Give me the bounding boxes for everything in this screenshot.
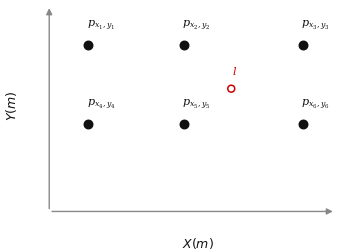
Point — [85, 43, 91, 47]
Text: $p_{x_2,y_2}$: $p_{x_2,y_2}$ — [182, 18, 211, 33]
Text: $p_{x_3,y_3}$: $p_{x_3,y_3}$ — [301, 18, 330, 33]
Point — [181, 122, 186, 126]
Text: $X(m)$: $X(m)$ — [182, 236, 214, 250]
Text: $l$: $l$ — [232, 65, 237, 77]
Text: $p_{x_6,y_6}$: $p_{x_6,y_6}$ — [301, 97, 330, 112]
Text: $p_{x_1,y_1}$: $p_{x_1,y_1}$ — [86, 18, 115, 33]
Text: $p_{x_5,y_5}$: $p_{x_5,y_5}$ — [182, 97, 211, 112]
Point — [228, 87, 234, 91]
Point — [85, 122, 91, 126]
Text: $Y(m)$: $Y(m)$ — [4, 91, 20, 121]
Text: $p_{x_4,y_4}$: $p_{x_4,y_4}$ — [86, 97, 115, 112]
Point — [300, 43, 306, 47]
Point — [181, 43, 186, 47]
Point — [300, 122, 306, 126]
